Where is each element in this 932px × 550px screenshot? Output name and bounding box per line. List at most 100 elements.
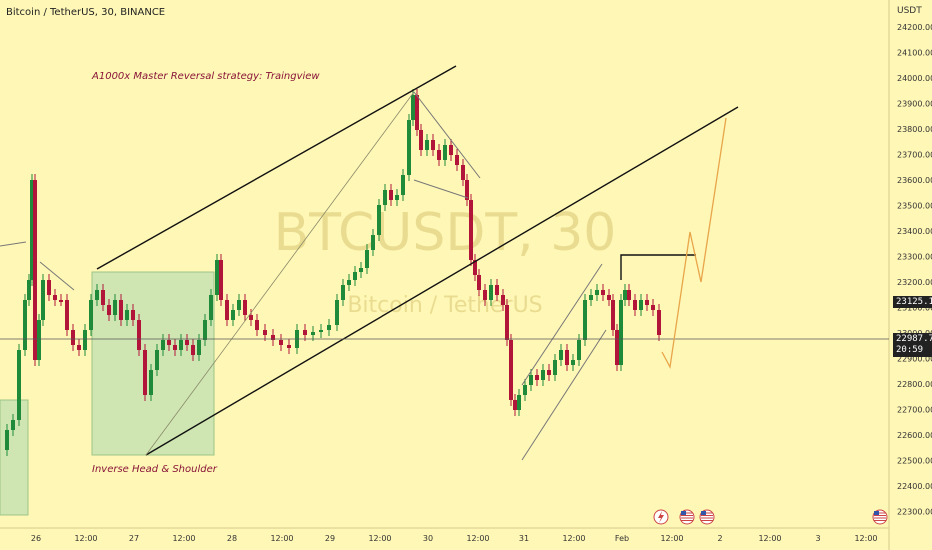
candle-body	[33, 180, 37, 360]
price-tick-label: 23500.00	[897, 202, 932, 211]
rising-channel-upper	[521, 263, 603, 386]
candle-body	[179, 340, 183, 350]
candle-body	[353, 272, 357, 280]
price-label-tag: 23125.13	[893, 296, 932, 308]
candle-body	[589, 295, 593, 300]
candle-body	[541, 370, 545, 380]
candle-body	[65, 300, 69, 330]
candle-body	[107, 305, 111, 315]
candle-body	[83, 330, 87, 350]
time-tick-label: 12:00	[562, 534, 585, 543]
candle-body	[469, 200, 473, 260]
time-tick-label: 27	[129, 534, 139, 543]
candle-body	[77, 345, 81, 350]
time-tick-label: 12:00	[172, 534, 195, 543]
time-tick-label: 12:00	[758, 534, 781, 543]
price-tick-label: 22600.00	[897, 431, 932, 440]
candle-body	[263, 330, 267, 335]
candle-body	[513, 400, 517, 410]
candle-body	[249, 315, 253, 320]
candle-body	[371, 235, 375, 250]
candle-body	[477, 275, 481, 290]
candle-body	[455, 155, 459, 165]
candle-body	[231, 310, 235, 320]
rising-channel-lower	[521, 329, 607, 461]
candle-body	[53, 295, 57, 300]
candle-body	[495, 285, 499, 295]
candle-body	[415, 95, 419, 130]
candle-body	[619, 300, 623, 365]
candle-body	[547, 370, 551, 375]
us-flag-icon	[872, 509, 888, 525]
candle-body	[237, 300, 241, 310]
candle-body	[601, 290, 605, 295]
candle-body	[185, 340, 189, 345]
projection-path	[661, 117, 727, 370]
price-tick-label: 23800.00	[897, 125, 932, 134]
candle-body	[47, 280, 51, 295]
candle-body	[377, 205, 381, 235]
candle-body	[627, 290, 631, 300]
time-tick-label: 12:00	[466, 534, 489, 543]
price-tick-label: 23200.00	[897, 278, 932, 287]
time-tick-label: 12:00	[660, 534, 683, 543]
candle-body	[595, 290, 599, 295]
candle-body	[611, 300, 615, 330]
price-tick-label: 22500.00	[897, 457, 932, 466]
channel-upper-line	[96, 65, 457, 270]
candle-body	[59, 300, 63, 302]
price-tick-label: 22800.00	[897, 380, 932, 389]
candle-body	[287, 345, 291, 348]
candle-body	[509, 340, 513, 400]
price-tick-label: 23900.00	[897, 100, 932, 109]
pattern-annotation: Inverse Head & Shoulder	[92, 464, 217, 475]
price-tick-label: 22900.00	[897, 355, 932, 364]
candle-body	[279, 340, 283, 345]
candle-body	[529, 375, 533, 385]
candle-body	[101, 290, 105, 305]
price-tick-label: 24000.00	[897, 74, 932, 83]
current-price-value: 22987.73	[896, 334, 932, 344]
candle-body	[651, 305, 655, 310]
candle-body	[271, 335, 275, 340]
time-tick-label: 12:00	[854, 534, 877, 543]
time-tick-label: 28	[227, 534, 237, 543]
candle-body	[449, 145, 453, 155]
price-tick-label: 23100.00	[897, 304, 932, 313]
candle-body	[327, 325, 331, 330]
candle-body	[615, 330, 619, 365]
candle-body	[71, 330, 75, 345]
candle-body	[215, 260, 219, 295]
time-tick-label: 26	[31, 534, 41, 543]
candle-body	[407, 120, 411, 175]
lightning-bolt	[658, 511, 664, 523]
candle-body	[565, 350, 569, 365]
candle-body	[483, 290, 487, 300]
candle-body	[523, 385, 527, 395]
candle-body	[571, 360, 575, 365]
price-tick-label: 22400.00	[897, 482, 932, 491]
candle-body	[365, 250, 369, 268]
candle-body	[161, 340, 165, 350]
candle-body	[577, 340, 581, 360]
symbol-header: Bitcoin / TetherUS, 30, BINANCE	[6, 7, 166, 18]
candle-body	[437, 150, 441, 160]
candle-body	[633, 300, 637, 310]
candle-body	[219, 260, 223, 300]
candle-body	[341, 285, 345, 300]
time-tick-label: Feb	[615, 534, 629, 543]
candle-body	[419, 130, 423, 150]
candle-body	[465, 180, 469, 200]
candle-body	[335, 300, 339, 325]
candle-body	[645, 300, 649, 305]
candle-body	[255, 320, 259, 330]
price-tick-label: 23300.00	[897, 253, 932, 262]
time-tick-label: 12:00	[270, 534, 293, 543]
candle-body	[131, 310, 135, 320]
candle-body	[517, 395, 521, 410]
left-trendline-stub	[0, 241, 27, 247]
candle-body	[30, 180, 34, 280]
candle-body	[143, 350, 147, 395]
candle-body	[431, 140, 435, 150]
